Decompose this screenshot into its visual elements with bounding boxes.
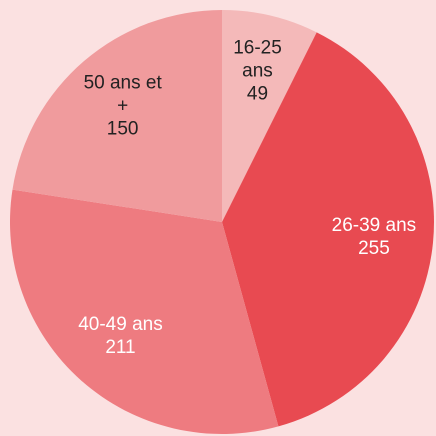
value-label: 211 (105, 336, 136, 358)
category-label: 50 ans et + (83, 72, 162, 117)
pie-slice (12, 10, 222, 222)
slice-label: 26-39 ans 255 (329, 214, 419, 260)
pie-slice (222, 10, 317, 222)
category-label: 40-49 ans (78, 313, 163, 335)
value-label: 49 (246, 83, 269, 105)
pie-slice (9, 189, 279, 435)
value-label: 255 (358, 237, 390, 259)
category-label: 16-25 ans (233, 37, 282, 82)
category-label: 26-39 ans (331, 214, 417, 236)
slice-label: 16-25 ans 49 (228, 37, 288, 106)
pie-slice (222, 32, 434, 427)
value-label: 150 (106, 118, 139, 140)
slice-label: 40-49 ans 211 (75, 313, 165, 359)
slice-label: 50 ans et +150 (78, 72, 168, 141)
